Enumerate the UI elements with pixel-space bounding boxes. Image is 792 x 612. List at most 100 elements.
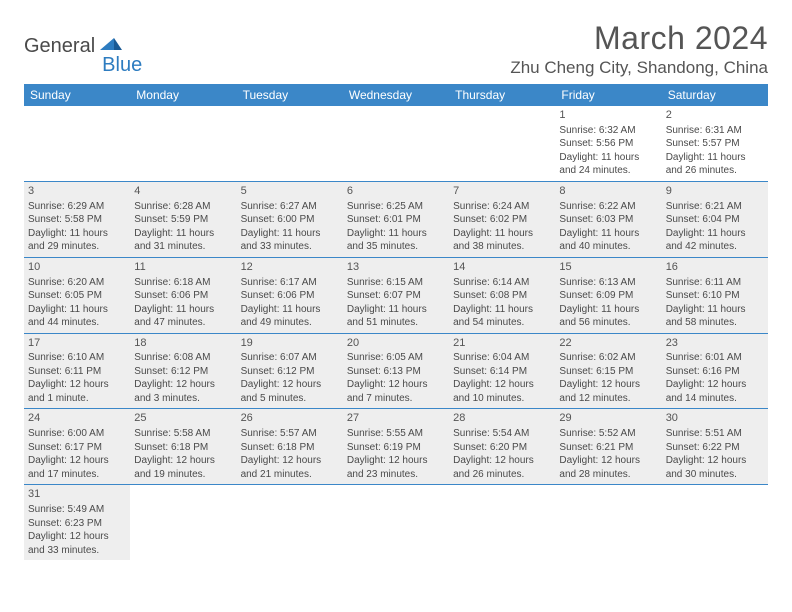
logo-text-general: General	[24, 35, 95, 58]
calendar-cell: 29Sunrise: 5:52 AMSunset: 6:21 PMDayligh…	[555, 409, 661, 484]
daylight2-text: and 31 minutes.	[134, 240, 232, 254]
day-header-row: SundayMondayTuesdayWednesdayThursdayFrid…	[24, 84, 768, 106]
daylight1-text: Daylight: 12 hours	[666, 454, 764, 468]
sunrise-text: Sunrise: 5:51 AM	[666, 427, 764, 441]
daylight2-text: and 42 minutes.	[666, 240, 764, 254]
day-number: 26	[241, 411, 339, 426]
calendar-cell: 24Sunrise: 6:00 AMSunset: 6:17 PMDayligh…	[24, 409, 130, 484]
day-number: 7	[453, 184, 551, 199]
sunset-text: Sunset: 6:12 PM	[241, 365, 339, 379]
daylight2-text: and 19 minutes.	[134, 468, 232, 482]
daylight2-text: and 58 minutes.	[666, 316, 764, 330]
day-number: 28	[453, 411, 551, 426]
daylight2-text: and 24 minutes.	[559, 164, 657, 178]
calendar-cell: 15Sunrise: 6:13 AMSunset: 6:09 PMDayligh…	[555, 258, 661, 333]
sunrise-text: Sunrise: 6:11 AM	[666, 276, 764, 290]
daylight2-text: and 29 minutes.	[28, 240, 126, 254]
calendar-cell: 3Sunrise: 6:29 AMSunset: 5:58 PMDaylight…	[24, 182, 130, 257]
sunset-text: Sunset: 6:06 PM	[241, 289, 339, 303]
sunset-text: Sunset: 6:21 PM	[559, 441, 657, 455]
daylight2-text: and 38 minutes.	[453, 240, 551, 254]
sunset-text: Sunset: 6:02 PM	[453, 213, 551, 227]
daylight1-text: Daylight: 11 hours	[559, 227, 657, 241]
daylight2-text: and 21 minutes.	[241, 468, 339, 482]
daylight2-text: and 51 minutes.	[347, 316, 445, 330]
day-number: 4	[134, 184, 232, 199]
calendar-cell: 23Sunrise: 6:01 AMSunset: 6:16 PMDayligh…	[662, 334, 768, 409]
calendar-cell: 14Sunrise: 6:14 AMSunset: 6:08 PMDayligh…	[449, 258, 555, 333]
calendar-cell: 13Sunrise: 6:15 AMSunset: 6:07 PMDayligh…	[343, 258, 449, 333]
sunset-text: Sunset: 6:09 PM	[559, 289, 657, 303]
sunset-text: Sunset: 6:08 PM	[453, 289, 551, 303]
daylight1-text: Daylight: 12 hours	[453, 454, 551, 468]
sunset-text: Sunset: 5:58 PM	[28, 213, 126, 227]
sunrise-text: Sunrise: 6:18 AM	[134, 276, 232, 290]
calendar-cell	[130, 485, 236, 560]
daylight1-text: Daylight: 11 hours	[347, 303, 445, 317]
day-number: 14	[453, 260, 551, 275]
calendar-cell	[237, 485, 343, 560]
calendar-cell	[449, 106, 555, 181]
sunset-text: Sunset: 6:22 PM	[666, 441, 764, 455]
sunrise-text: Sunrise: 6:17 AM	[241, 276, 339, 290]
day-number: 25	[134, 411, 232, 426]
daylight1-text: Daylight: 11 hours	[666, 303, 764, 317]
daylight2-text: and 10 minutes.	[453, 392, 551, 406]
calendar-cell	[662, 485, 768, 560]
day-header-cell: Friday	[555, 84, 661, 106]
sunset-text: Sunset: 6:01 PM	[347, 213, 445, 227]
calendar-cell: 12Sunrise: 6:17 AMSunset: 6:06 PMDayligh…	[237, 258, 343, 333]
sunrise-text: Sunrise: 6:24 AM	[453, 200, 551, 214]
daylight1-text: Daylight: 12 hours	[28, 378, 126, 392]
week-row: 17Sunrise: 6:10 AMSunset: 6:11 PMDayligh…	[24, 334, 768, 410]
daylight1-text: Daylight: 12 hours	[241, 378, 339, 392]
daylight2-text: and 7 minutes.	[347, 392, 445, 406]
logo: General Blue	[24, 26, 146, 67]
sunset-text: Sunset: 6:00 PM	[241, 213, 339, 227]
day-number: 10	[28, 260, 126, 275]
sunrise-text: Sunrise: 6:05 AM	[347, 351, 445, 365]
calendar-cell: 7Sunrise: 6:24 AMSunset: 6:02 PMDaylight…	[449, 182, 555, 257]
calendar-cell: 28Sunrise: 5:54 AMSunset: 6:20 PMDayligh…	[449, 409, 555, 484]
calendar-cell: 17Sunrise: 6:10 AMSunset: 6:11 PMDayligh…	[24, 334, 130, 409]
calendar-cell	[343, 106, 449, 181]
daylight2-text: and 12 minutes.	[559, 392, 657, 406]
sunrise-text: Sunrise: 6:14 AM	[453, 276, 551, 290]
logo-text-blue: Blue	[102, 54, 142, 77]
calendar-cell	[237, 106, 343, 181]
daylight2-text: and 5 minutes.	[241, 392, 339, 406]
day-number: 11	[134, 260, 232, 275]
day-header-cell: Monday	[130, 84, 236, 106]
day-number: 17	[28, 336, 126, 351]
calendar-cell: 8Sunrise: 6:22 AMSunset: 6:03 PMDaylight…	[555, 182, 661, 257]
day-number: 22	[559, 336, 657, 351]
daylight2-text: and 54 minutes.	[453, 316, 551, 330]
week-row: 31Sunrise: 5:49 AMSunset: 6:23 PMDayligh…	[24, 485, 768, 560]
daylight1-text: Daylight: 11 hours	[28, 303, 126, 317]
daylight2-text: and 14 minutes.	[666, 392, 764, 406]
calendar-cell: 9Sunrise: 6:21 AMSunset: 6:04 PMDaylight…	[662, 182, 768, 257]
daylight2-text: and 17 minutes.	[28, 468, 126, 482]
day-number: 20	[347, 336, 445, 351]
daylight1-text: Daylight: 12 hours	[28, 530, 126, 544]
sunset-text: Sunset: 6:23 PM	[28, 517, 126, 531]
calendar-cell	[343, 485, 449, 560]
sunrise-text: Sunrise: 5:57 AM	[241, 427, 339, 441]
day-number: 3	[28, 184, 126, 199]
daylight2-text: and 33 minutes.	[241, 240, 339, 254]
day-number: 5	[241, 184, 339, 199]
daylight2-text: and 49 minutes.	[241, 316, 339, 330]
sunset-text: Sunset: 6:07 PM	[347, 289, 445, 303]
day-number: 13	[347, 260, 445, 275]
sunrise-text: Sunrise: 6:31 AM	[666, 124, 764, 138]
daylight1-text: Daylight: 12 hours	[453, 378, 551, 392]
sunrise-text: Sunrise: 6:10 AM	[28, 351, 126, 365]
day-number: 15	[559, 260, 657, 275]
day-number: 23	[666, 336, 764, 351]
sunset-text: Sunset: 6:03 PM	[559, 213, 657, 227]
daylight2-text: and 3 minutes.	[134, 392, 232, 406]
sunset-text: Sunset: 6:18 PM	[241, 441, 339, 455]
header: General Blue March 2024 Zhu Cheng City, …	[24, 20, 768, 78]
day-number: 12	[241, 260, 339, 275]
daylight2-text: and 47 minutes.	[134, 316, 232, 330]
